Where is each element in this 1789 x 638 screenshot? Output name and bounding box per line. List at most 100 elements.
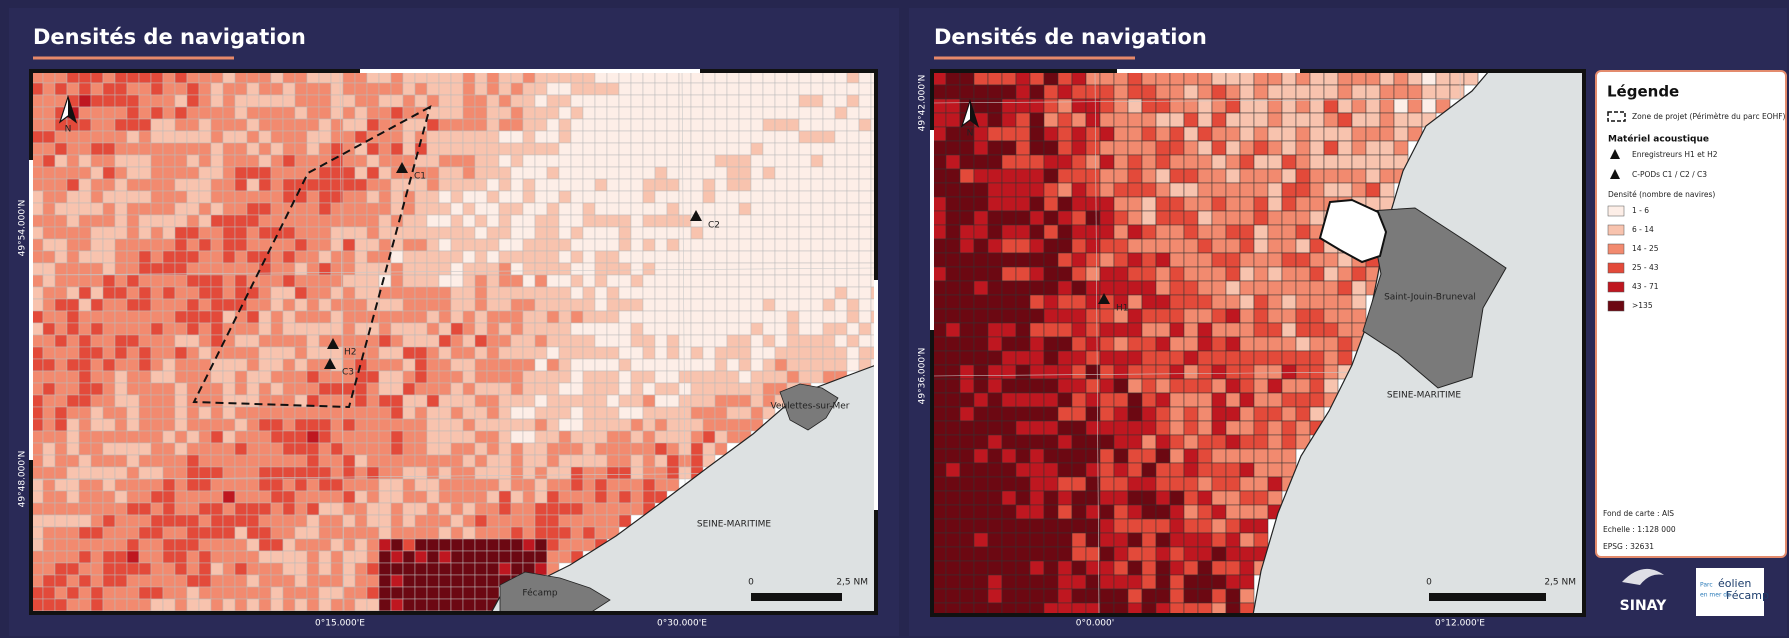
density-cell (679, 263, 691, 275)
density-cell (1114, 183, 1128, 197)
density-cell (1072, 267, 1086, 281)
density-cell (1058, 575, 1072, 589)
density-cell (1324, 323, 1338, 337)
density-cell (631, 359, 643, 371)
density-cell (475, 515, 487, 527)
density-cell (319, 179, 331, 191)
density-cell (1016, 169, 1030, 183)
density-cell (403, 551, 415, 563)
density-cell (1128, 309, 1142, 323)
density-cell (463, 431, 475, 443)
density-cell (703, 419, 715, 431)
density-cell (1324, 295, 1338, 309)
density-cell (139, 143, 151, 155)
density-cell (1240, 547, 1254, 561)
density-cell (187, 203, 199, 215)
density-cell (379, 143, 391, 155)
density-cell (703, 395, 715, 407)
density-cell (1198, 421, 1212, 435)
density-cell (43, 455, 55, 467)
density-cell (571, 287, 583, 299)
density-cell (139, 131, 151, 143)
density-cell (1128, 169, 1142, 183)
density-cell (1296, 309, 1310, 323)
density-cell (43, 503, 55, 515)
density-cell (1226, 505, 1240, 519)
density-cell (319, 515, 331, 527)
density-cell (607, 467, 619, 479)
density-cell (1100, 575, 1114, 589)
density-cell (823, 335, 835, 347)
density-cell (475, 83, 487, 95)
density-cell (1184, 85, 1198, 99)
density-cell (835, 287, 847, 299)
density-cell (391, 143, 403, 155)
density-cell (631, 371, 643, 383)
density-cell (427, 599, 439, 611)
density-cell (67, 503, 79, 515)
density-cell (103, 479, 115, 491)
density-cell (91, 119, 103, 131)
density-cell (571, 131, 583, 143)
density-cell (643, 395, 655, 407)
density-cell (619, 239, 631, 251)
density-cell (988, 533, 1002, 547)
density-cell (103, 347, 115, 359)
density-cell (451, 167, 463, 179)
density-cell (595, 491, 607, 503)
density-cell (715, 371, 727, 383)
density-cell (439, 215, 451, 227)
density-cell (1002, 295, 1016, 309)
density-cell (1044, 99, 1058, 113)
density-cell (67, 167, 79, 179)
density-cell (331, 311, 343, 323)
density-cell (259, 107, 271, 119)
density-cell (91, 263, 103, 275)
density-cell (235, 251, 247, 263)
density-cell (1226, 435, 1240, 449)
density-cell (355, 227, 367, 239)
density-cell (1030, 589, 1044, 603)
density-cell (691, 119, 703, 131)
density-cell (175, 179, 187, 191)
density-cell (1030, 113, 1044, 127)
density-cell (775, 143, 787, 155)
density-cell (643, 215, 655, 227)
density-cell (1226, 449, 1240, 463)
density-cell (379, 179, 391, 191)
density-cell (667, 371, 679, 383)
density-cell (115, 443, 127, 455)
density-cell (127, 131, 139, 143)
density-cell (1240, 239, 1254, 253)
density-cell (1002, 505, 1016, 519)
density-cell (103, 263, 115, 275)
density-cell (391, 95, 403, 107)
density-cell (583, 443, 595, 455)
density-cell (1030, 337, 1044, 351)
density-cell (295, 551, 307, 563)
density-cell (151, 263, 163, 275)
density-cell (523, 359, 535, 371)
density-cell (439, 371, 451, 383)
density-cell (859, 335, 871, 347)
density-cell (1114, 197, 1128, 211)
density-cell (355, 287, 367, 299)
density-cell (391, 275, 403, 287)
density-cell (1296, 421, 1310, 435)
density-cell (127, 599, 139, 611)
density-cell (960, 547, 974, 561)
density-cell (1226, 561, 1240, 575)
density-cell (331, 323, 343, 335)
density-cell (247, 335, 259, 347)
density-cell (379, 563, 391, 575)
density-cell (583, 419, 595, 431)
density-cell (259, 227, 271, 239)
density-cell (1058, 449, 1072, 463)
density-cell (151, 119, 163, 131)
density-cell (1184, 379, 1198, 393)
density-cell (811, 299, 823, 311)
density-cell (343, 227, 355, 239)
density-cell (463, 215, 475, 227)
density-cell (103, 563, 115, 575)
density-cell (427, 455, 439, 467)
